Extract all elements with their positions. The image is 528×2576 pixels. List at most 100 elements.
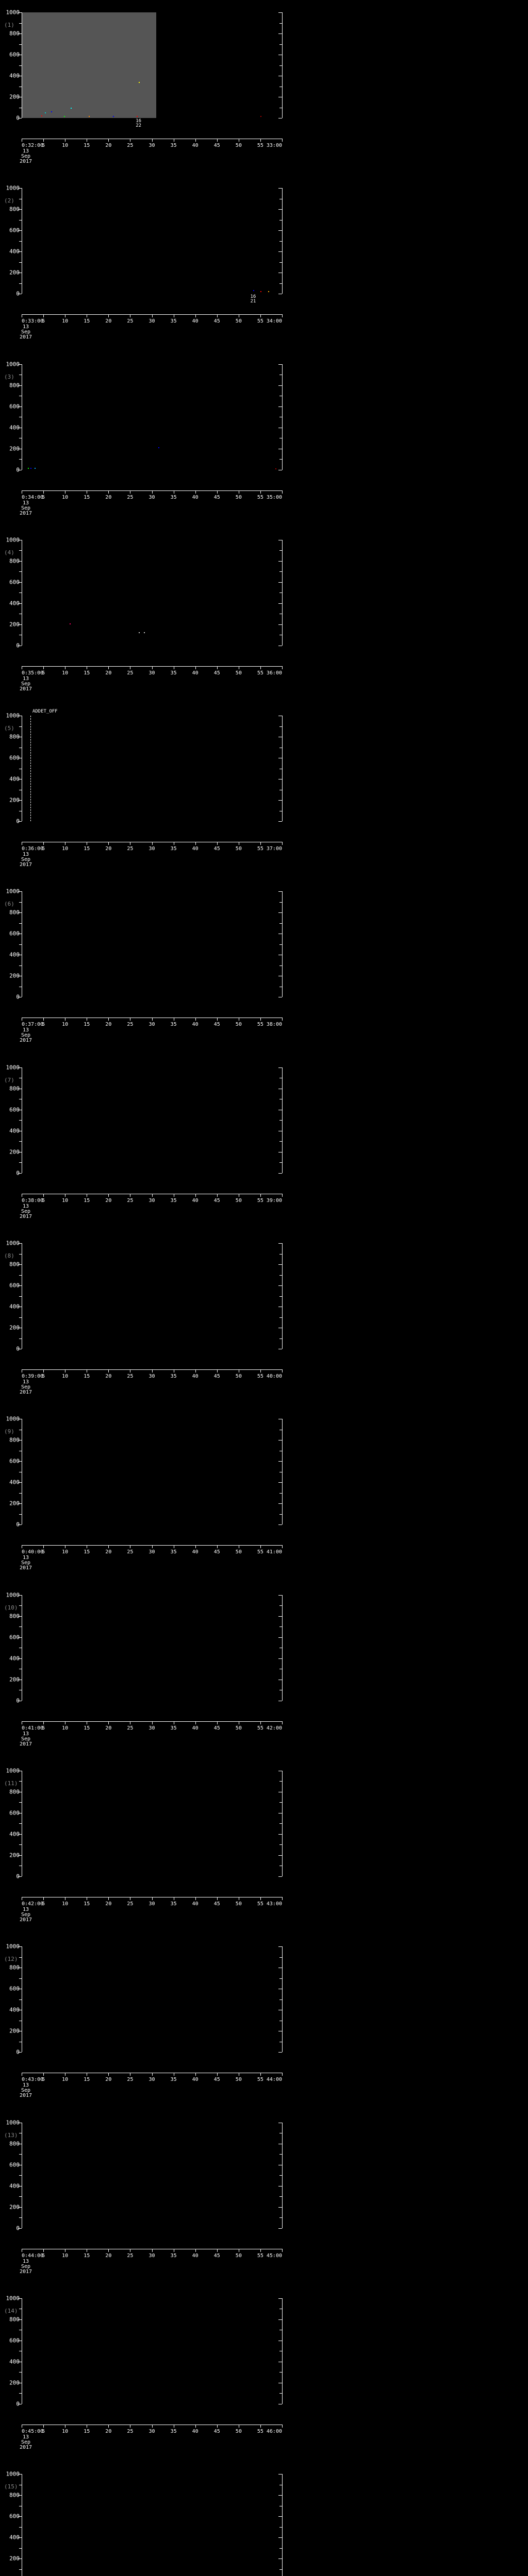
x-tick-label: 5 <box>42 494 45 500</box>
x-tick <box>282 2248 283 2252</box>
x-tick <box>195 1721 196 1724</box>
y-tick-minor-right <box>279 44 282 45</box>
y-tick-major <box>18 1834 22 1835</box>
y-tick-major-right <box>278 2185 282 2187</box>
x-tick-label: 35 <box>170 670 177 676</box>
detection-marker <box>89 115 90 117</box>
panel-index-label: (5) <box>4 725 14 732</box>
detection-marker <box>35 467 36 469</box>
x-tick <box>152 2424 153 2428</box>
panel-index-label: (11) <box>4 1780 18 1787</box>
y-tick-label: 600 <box>9 1106 20 1113</box>
y-tick-major-right <box>278 2052 282 2053</box>
y-tick-major-right <box>278 800 282 801</box>
x-tick <box>217 1721 218 1724</box>
y-tick-label: 400 <box>9 2534 20 2541</box>
x-tick <box>217 842 218 845</box>
plot-area <box>22 1419 282 1525</box>
x-tick-label: 5 <box>42 318 45 325</box>
y-tick-minor <box>19 1296 22 1297</box>
x-tick <box>282 490 283 494</box>
x-tick-label: 45:00 <box>266 2252 282 2259</box>
y-tick-major-right <box>278 624 282 625</box>
x-tick <box>43 1721 44 1724</box>
x-tick <box>152 314 153 318</box>
y-tick-minor <box>19 923 22 924</box>
y-tick-minor-right <box>279 2217 282 2218</box>
y-tick-minor-right <box>279 1999 282 2000</box>
y-tick-minor <box>19 550 22 551</box>
x-tick <box>282 1896 283 1900</box>
x-axis-date: 13 Sep 2017 <box>20 1907 32 1923</box>
y-tick-label: 800 <box>9 909 20 916</box>
y-tick-label: 1000 <box>6 1943 20 1950</box>
x-tick-label: 15 <box>84 2077 90 2083</box>
x-axis-date-line: 2017 <box>20 2444 32 2450</box>
x-axis-date-line: Sep <box>21 1560 31 1566</box>
x-axis-date-line: 13 <box>23 324 29 330</box>
x-axis-date-line: Sep <box>21 329 31 335</box>
x-tick <box>260 1896 261 1900</box>
x-tick <box>282 1193 283 1197</box>
x-tick-label: 50 <box>235 1022 242 1028</box>
panel-14: (14)Frequency (Hz)020040060080010000:45:… <box>0 2286 528 2462</box>
x-tick-label: 39:00 <box>266 1197 282 1204</box>
x-tick-label: 20 <box>105 2077 112 2083</box>
y-tick-label: 1000 <box>6 1415 20 1422</box>
plot-area <box>22 12 282 118</box>
y-tick-major <box>18 1482 22 1483</box>
y-tick-minor-right <box>279 1514 282 1515</box>
y-axis-right-spine <box>282 2298 283 2404</box>
x-tick-label: 10 <box>62 318 69 325</box>
y-tick-label: 400 <box>9 1479 20 1486</box>
y-tick-label: 600 <box>9 2337 20 2344</box>
x-axis-date-line: Sep <box>21 2088 31 2094</box>
y-tick-label: 800 <box>9 1788 20 1795</box>
y-tick-minor <box>19 571 22 572</box>
x-axis-date-line: 13 <box>23 2082 29 2089</box>
x-tick-label: 50 <box>235 318 242 325</box>
x-tick <box>217 2424 218 2428</box>
x-axis-date-line: 2017 <box>20 1038 32 1044</box>
plot-axes: 0 200 400 600 800 1000 <box>6 888 283 1001</box>
panel-3: (3)Frequency (Hz)020040060080010000:34:0… <box>0 352 528 528</box>
x-axis: 0:39:00 5 10 15 20 25 30 35 40 45 50 55 40:00 13 Sep 20… <box>20 1369 283 1395</box>
y-tick-minor <box>19 1141 22 1142</box>
x-tick-label: 55 <box>257 846 263 852</box>
x-axis-date-line: 2017 <box>20 2093 32 2099</box>
x-tick-label: 34:00 <box>266 318 282 325</box>
x-tick <box>152 2248 153 2252</box>
y-tick-major-right <box>278 364 282 365</box>
y-tick-major <box>18 364 22 365</box>
y-tick-minor <box>19 902 22 903</box>
x-axis-date-line: 2017 <box>20 1213 32 1219</box>
y-tick-minor-right <box>279 262 282 263</box>
y-tick-minor-right <box>279 2527 282 2528</box>
panel-index-label: (4) <box>4 549 14 556</box>
y-tick-major <box>18 1616 22 1617</box>
y-axis-right-spine <box>282 364 283 470</box>
x-tick <box>195 139 196 142</box>
x-tick-label: 45 <box>213 2252 220 2259</box>
y-tick-major <box>18 891 22 892</box>
x-axis-date: 13 Sep 2017 <box>20 149 32 164</box>
y-tick-minor-right <box>279 923 282 924</box>
x-tick <box>108 314 109 318</box>
plot-area <box>22 2122 282 2228</box>
detection-marker <box>137 115 138 117</box>
detection-time-line: 16 <box>250 294 256 300</box>
y-tick-minor-right <box>279 550 282 551</box>
y-tick-label: 600 <box>9 1282 20 1289</box>
x-tick <box>217 1018 218 1021</box>
x-tick-label: 30 <box>148 143 155 148</box>
y-tick-label: 600 <box>9 403 20 410</box>
event-line <box>30 716 31 822</box>
plot-axes: 0 200 400 600 800 1000 <box>6 1591 283 1704</box>
x-tick-label: 45 <box>213 1901 220 1907</box>
panel-2: (2)Frequency (Hz)020040060080010000:33:0… <box>0 176 528 351</box>
y-tick-label: 1000 <box>6 184 20 192</box>
x-tick-label: 30 <box>148 1549 155 1555</box>
y-tick-major-right <box>278 2537 282 2538</box>
y-tick-minor <box>19 1626 22 1628</box>
x-tick-label: 55 <box>257 318 263 325</box>
